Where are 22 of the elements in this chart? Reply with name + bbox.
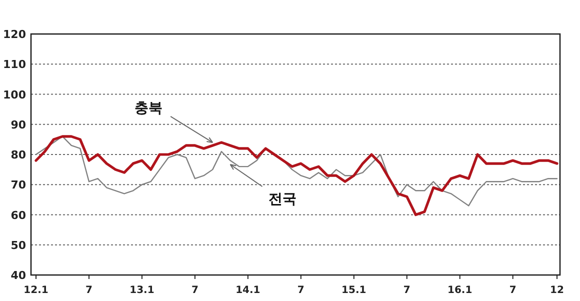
- y-tick-label: 40: [10, 269, 26, 282]
- y-tick-label: 70: [10, 178, 26, 192]
- x-tick-label: 14.1: [236, 285, 260, 296]
- text: 충북: [134, 100, 163, 116]
- series-label: 전국: [268, 192, 296, 208]
- y-tick-label: 110: [3, 58, 26, 72]
- y-tick-label: 60: [10, 208, 26, 222]
- x-tick-label: 7: [403, 285, 410, 296]
- x-tick-label: 12.1: [24, 285, 48, 296]
- y-tick-label: 120: [3, 28, 26, 41]
- y-tick-label: 90: [10, 118, 26, 132]
- x-tick-label: 7: [191, 285, 198, 296]
- x-tick-label: 12: [550, 285, 564, 296]
- x-tick-label: 16.1: [448, 285, 472, 296]
- x-tick-label: 7: [86, 285, 92, 296]
- x-tick-label: 13.1: [130, 285, 154, 296]
- x-tick-label: 7: [509, 285, 516, 296]
- x-tick-label: 15.1: [342, 285, 366, 296]
- x-tick-label: 7: [297, 285, 304, 296]
- y-tick-label: 80: [10, 148, 26, 162]
- y-tick-label: 100: [3, 88, 26, 102]
- y-tick-label: 50: [10, 238, 26, 252]
